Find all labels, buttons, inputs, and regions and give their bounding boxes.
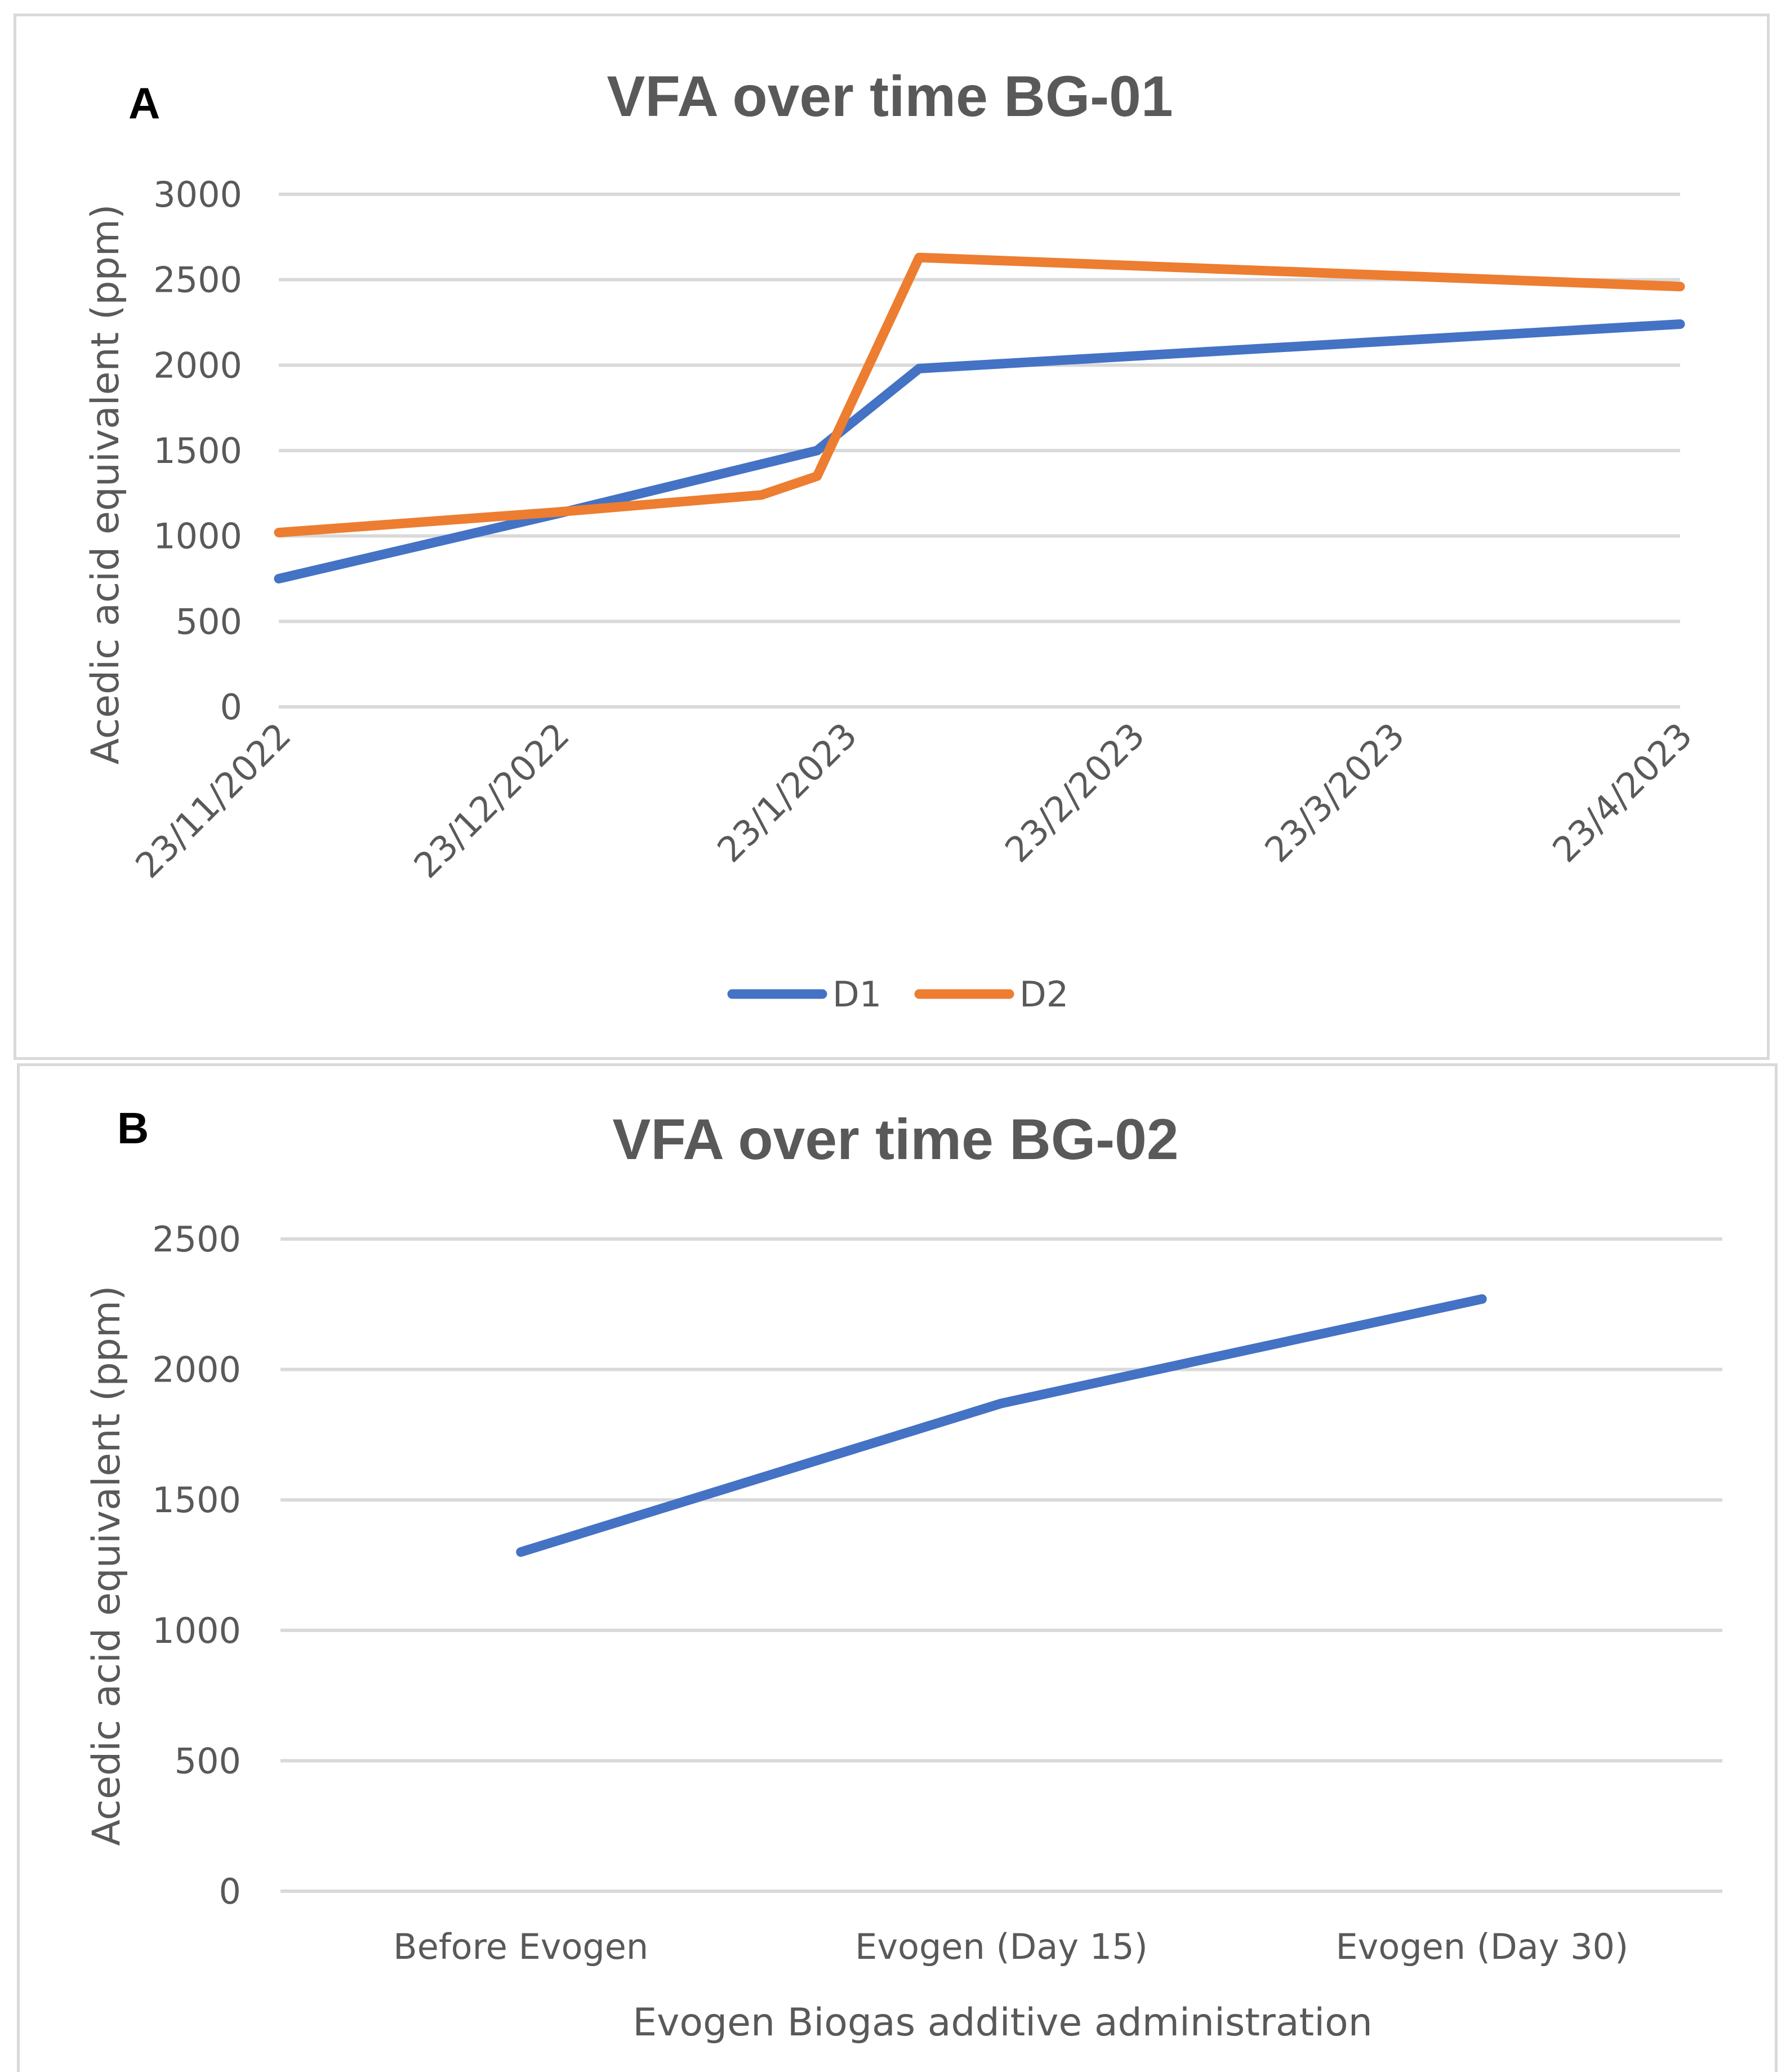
y-tick-label-a-1000: 1000: [153, 516, 242, 557]
y-tick-label-b-1000: 1000: [152, 1610, 241, 1651]
x-tick-label-b-2: Evogen (Day 30): [1335, 1926, 1628, 1967]
y-tick-label-a-0: 0: [220, 687, 242, 728]
x-tick-label-b-0: Before Evogen: [393, 1926, 648, 1967]
chart-a-x-ticks: 23/11/2022 23/12/2022 23/1/2023 23/2/2023 23…: [127, 715, 1700, 886]
chart-a-title: VFA over time BG-01: [607, 64, 1173, 128]
x-tick-label-a-3: 23/2/2023: [997, 715, 1152, 870]
chart-b-series: [516, 1294, 1487, 1557]
chart-b-gridlines: [280, 1237, 1722, 1893]
chart-b-ylabel: Acedic acid equivalent (ppm): [84, 1286, 129, 1846]
chart-a-ylabel: Acedic acid equivalent (ppm): [83, 204, 128, 765]
y-tick-label-a-2000: 2000: [153, 345, 242, 386]
legend-label-d2: D2: [1019, 974, 1068, 1015]
panel-letter-a: A: [128, 78, 160, 128]
x-tick-label-a-4: 23/3/2023: [1257, 715, 1412, 870]
y-tick-label-b-2000: 2000: [152, 1349, 241, 1391]
y-tick-label-b-2500: 2500: [152, 1219, 241, 1260]
series-line-d1: [274, 319, 1685, 583]
x-tick-label-a-5: 23/4/2023: [1544, 715, 1700, 870]
x-tick-label-a-2: 23/1/2023: [709, 715, 865, 870]
series-line-d2: [274, 252, 1685, 538]
x-tick-label-a-1: 23/12/2022: [406, 715, 577, 886]
chart-b-title: VFA over time BG-02: [612, 1107, 1178, 1171]
y-tick-label-a-500: 500: [176, 601, 242, 642]
chart-b-y-ticks: 0 500 1000 1500 2000 2500: [152, 1219, 241, 1912]
x-tick-label-b-1: Evogen (Day 15): [855, 1926, 1148, 1967]
legend-label-d1: D1: [832, 974, 881, 1015]
y-tick-label-b-500: 500: [175, 1740, 241, 1781]
chart-a-gridlines: [279, 193, 1680, 709]
chart-a-y-ticks: 0 500 1000 1500 2000 2500 3000: [153, 174, 242, 728]
chart-panel-b: [17, 1063, 1778, 2072]
series-line-bg-02: [516, 1294, 1487, 1557]
chart-b-x-ticks: Before Evogen Evogen (Day 15) Evogen (Day …: [393, 1926, 1628, 1967]
panel-letter-b: B: [117, 1103, 149, 1153]
chart-b-xlabel: Evogen Biogas additive administration: [633, 2000, 1373, 2045]
y-tick-label-a-2500: 2500: [153, 260, 242, 301]
x-tick-label-a-0: 23/11/2022: [127, 715, 299, 886]
chart-a-legend: D1 D2: [727, 974, 1068, 1015]
y-tick-label-b-1500: 1500: [152, 1480, 241, 1521]
chart-a-series: [274, 252, 1685, 583]
y-tick-label-b-0: 0: [219, 1871, 241, 1912]
y-tick-label-a-3000: 3000: [153, 174, 242, 215]
y-tick-label-a-1500: 1500: [153, 430, 242, 471]
